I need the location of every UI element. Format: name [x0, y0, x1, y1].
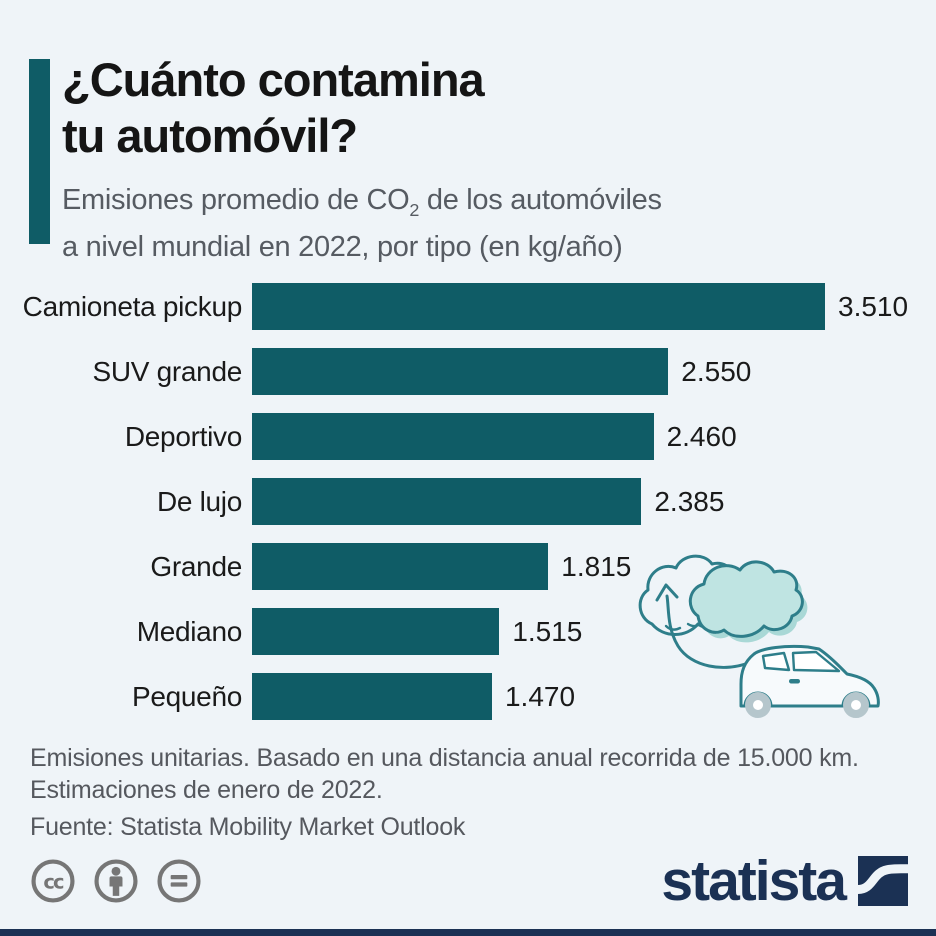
exhaust-arrow-icon [655, 583, 753, 669]
license-badges: cc [28, 856, 204, 906]
category-label: Deportivo [124, 420, 242, 452]
value-label: 1.470 [504, 680, 576, 712]
value-label: 2.550 [681, 355, 752, 387]
chart-row: Grande 1.815 [0, 534, 936, 599]
bar [252, 673, 492, 720]
accent-bar [29, 59, 50, 244]
bar [252, 413, 654, 460]
category-label: De lujo [156, 485, 242, 517]
value-label: 1.815 [561, 550, 632, 582]
page-subtitle: Emisiones promedio de CO2 de los automóv… [62, 182, 662, 266]
front-wheel [843, 692, 869, 718]
cc-by-icon [94, 859, 138, 903]
cc-nd-icon [157, 859, 201, 903]
category-label: Pequeño [131, 680, 242, 712]
value-label: 2.460 [666, 420, 737, 452]
car-emissions-illustration [638, 554, 880, 718]
statista-wordmark: statista [661, 849, 847, 913]
footnote-line-2: Estimaciones de enero de 2022. [30, 776, 383, 804]
subtitle-line-2: a nivel mundial en 2022, por tipo (en kg… [62, 230, 623, 263]
category-label: SUV grande [92, 355, 242, 387]
category-label: Camioneta pickup [22, 290, 243, 322]
bar-chart: Camioneta pickup 3.510 SUV grande 2.550 Depo… [0, 274, 936, 729]
statista-logo: statista [661, 852, 908, 910]
title-line-1: ¿Cuánto contamina [62, 53, 485, 106]
bar [252, 608, 500, 655]
category-label: Grande [150, 550, 242, 582]
chart-row: Deportivo 2.460 [0, 404, 936, 469]
chart-row: Camioneta pickup 3.510 [0, 274, 936, 339]
cc-icon: cc [31, 859, 75, 903]
title-line-2: tu automóvil? [62, 109, 358, 162]
source: Fuente: Statista Mobility Market Outlook [30, 813, 466, 841]
category-label: Mediano [136, 615, 243, 647]
subtitle-line-1: Emisiones promedio de CO2 de los automóv… [62, 184, 662, 220]
chart-row: Mediano 1.515 [0, 599, 936, 664]
footnote: Emisiones unitarias. Basado en una dista… [30, 742, 920, 843]
bar [252, 543, 549, 590]
cloud-filled-icon [688, 560, 808, 643]
footer-bar [0, 929, 936, 936]
car-icon [739, 644, 880, 718]
rear-wheel [745, 692, 771, 718]
bar [252, 283, 825, 330]
value-label: 1.515 [512, 615, 583, 647]
co2-subscript: 2 [409, 199, 420, 220]
chart-row: Pequeño 1.470 [0, 664, 936, 729]
chart-row: SUV grande 2.550 [0, 339, 936, 404]
chart-row: De lujo 2.385 [0, 469, 936, 534]
value-label: 3.510 [838, 290, 909, 322]
page-title: ¿Cuánto contamina tu automóvil? [62, 52, 485, 164]
svg-text:cc: cc [43, 870, 64, 893]
footnote-line-1: Emisiones unitarias. Basado en una dista… [30, 744, 859, 772]
door-handle [789, 679, 800, 684]
statista-logo-mark [858, 856, 908, 906]
bar [252, 348, 669, 395]
bar [252, 478, 642, 525]
value-label: 2.385 [654, 485, 725, 517]
